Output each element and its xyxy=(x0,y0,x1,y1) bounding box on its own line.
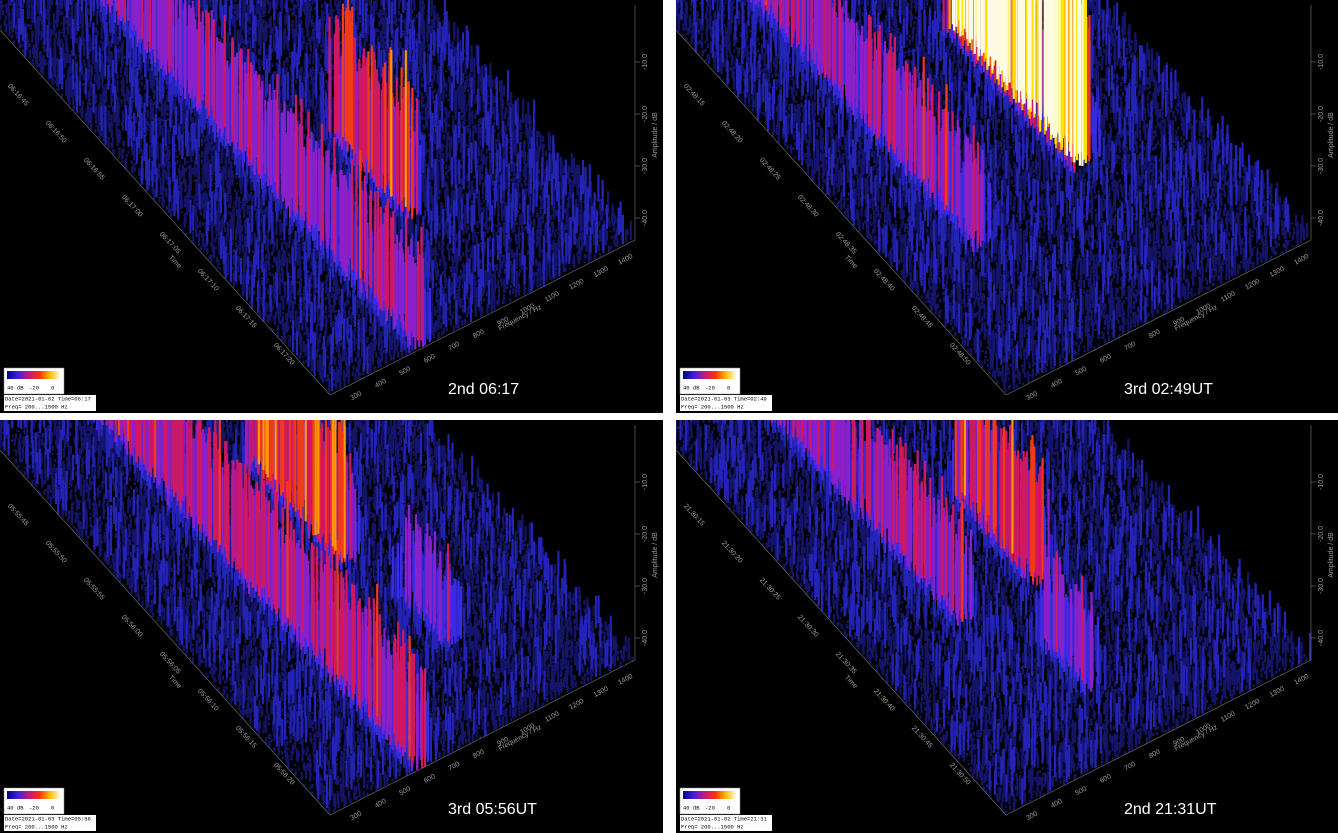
freq-tick-label: 800 xyxy=(1148,328,1162,340)
freq-tick-label: 500 xyxy=(1074,786,1088,798)
info-line: Date=2021-01-03 Time=05:56 xyxy=(5,815,91,822)
time-axis xyxy=(0,449,331,816)
info-line: Freq= 200...1500 Hz xyxy=(681,403,744,410)
freq-tick-label: 500 xyxy=(398,786,412,798)
panel: 21:30:1521:30:2021:30:2521:30:3021:30:35… xyxy=(676,420,1338,833)
freq-tick-label: 400 xyxy=(374,378,388,390)
freq-axis xyxy=(329,659,636,816)
legend-label: 0 xyxy=(51,384,54,391)
freq-tick-label: 400 xyxy=(1050,378,1064,390)
panel: 05:55:4505:55:5005:55:5505:56:0005:56:05… xyxy=(0,420,663,833)
amp-tick-label: -20.0 xyxy=(1318,526,1325,542)
info-line: Date=2021-01-03 Time=02:49 xyxy=(681,395,767,402)
freq-tick-label: 600 xyxy=(423,773,437,785)
amp-tick-label: -10.0 xyxy=(1318,54,1325,70)
freq-tick-label: 600 xyxy=(1099,773,1113,785)
legend-label: 40 dB xyxy=(683,804,700,811)
spectrum-spikes xyxy=(118,420,411,757)
freq-tick-label: 800 xyxy=(472,748,486,760)
info-line: Freq= 200...1500 Hz xyxy=(5,403,68,410)
info-box xyxy=(4,395,96,411)
amp-tick-label: -40.0 xyxy=(1318,630,1325,646)
legend-bar xyxy=(7,791,61,799)
amp-tick-label: -10.0 xyxy=(642,54,649,70)
freq-axis xyxy=(329,239,636,396)
freq-tick-label: 700 xyxy=(447,761,461,773)
spectrum-spikes xyxy=(954,420,1044,622)
freq-tick-label: 900 xyxy=(1172,316,1186,328)
freq-tick-label: 400 xyxy=(374,798,388,810)
legend-label: 40 dB xyxy=(7,804,24,811)
time-axis xyxy=(0,29,331,396)
amp-tick-label: -20.0 xyxy=(1318,106,1325,122)
amp-tick-label: -40.0 xyxy=(1318,210,1325,226)
freq-tick-label: 400 xyxy=(1050,798,1064,810)
legend-label: -20 xyxy=(29,804,39,811)
freq-tick-label: 900 xyxy=(496,316,510,328)
amp-tick-label: -30.0 xyxy=(642,578,649,594)
amp-tick-label: -20.0 xyxy=(642,106,649,122)
freq-tick-label: 900 xyxy=(1172,736,1186,748)
info-line: Freq= 200...1500 Hz xyxy=(5,823,68,830)
amp-tick-label: -30.0 xyxy=(1318,578,1325,594)
freq-tick-label: 500 xyxy=(1074,366,1088,378)
freq-axis xyxy=(1005,659,1312,816)
amp-tick-label: -10.0 xyxy=(1318,474,1325,490)
legend-label: -20 xyxy=(705,384,715,391)
amp-tick-label: -40.0 xyxy=(642,630,649,646)
freq-tick-label: 900 xyxy=(496,736,510,748)
amp-tick-label: -30.0 xyxy=(642,158,649,174)
spectrum-spikes xyxy=(390,50,407,207)
legend-label: 0 xyxy=(51,804,54,811)
panel: 06:16:4506:16:5006:16:5506:17:0006:17:05… xyxy=(0,0,663,413)
legend-bar xyxy=(683,791,737,799)
freq-tick-label: 700 xyxy=(1123,761,1137,773)
spectrum-spikes xyxy=(963,420,1014,554)
freq-tick-label: 300 xyxy=(349,810,363,822)
legend-label: -20 xyxy=(29,384,39,391)
caption: 3rd 02:49UT xyxy=(1124,381,1213,398)
freq-tick-label: 800 xyxy=(472,328,486,340)
legend-bar xyxy=(683,371,737,379)
freq-tick-label: 300 xyxy=(1025,390,1039,402)
freq-tick-label: 600 xyxy=(1099,353,1113,365)
freq-tick-label: 300 xyxy=(349,390,363,402)
time-axis xyxy=(676,449,1007,816)
amp-axis-label: Amplitude / dB xyxy=(652,112,659,158)
amp-axis-label: Amplitude / dB xyxy=(1328,532,1335,578)
info-box xyxy=(680,395,772,411)
freq-tick-label: 300 xyxy=(1025,810,1039,822)
info-box xyxy=(680,815,772,831)
amp-axis-label: Amplitude / dB xyxy=(652,532,659,578)
spectrum-spikes xyxy=(257,420,346,559)
freq-tick-label: 700 xyxy=(447,341,461,353)
freq-axis xyxy=(1005,239,1312,396)
freq-tick-label: 700 xyxy=(1123,341,1137,353)
info-box xyxy=(4,815,96,831)
legend-bar xyxy=(7,371,61,379)
caption: 3rd 05:56UT xyxy=(448,801,537,818)
caption: 2nd 06:17 xyxy=(448,381,519,398)
spectrum-spikes xyxy=(951,0,1084,166)
panel: 02:48:1502:48:2002:48:2502:48:3002:48:35… xyxy=(676,0,1338,413)
info-line: Date=2021-01-02 Time=06:17 xyxy=(5,395,91,402)
legend-label: 0 xyxy=(727,804,730,811)
amp-tick-label: -30.0 xyxy=(1318,158,1325,174)
legend-label: 40 dB xyxy=(683,384,700,391)
amp-tick-label: -20.0 xyxy=(642,526,649,542)
caption: 2nd 21:31UT xyxy=(1124,801,1217,818)
legend-label: -20 xyxy=(705,804,715,811)
info-line: Freq= 200...1500 Hz xyxy=(681,823,744,830)
freq-tick-label: 800 xyxy=(1148,748,1162,760)
amp-tick-label: -10.0 xyxy=(642,474,649,490)
time-axis xyxy=(676,29,1007,396)
legend-label: 40 dB xyxy=(7,384,24,391)
amp-axis-label: Amplitude / dB xyxy=(1328,112,1335,158)
legend-label: 0 xyxy=(727,384,730,391)
info-line: Date=2021-01-02 Time=21:31 xyxy=(681,815,768,822)
freq-tick-label: 600 xyxy=(423,353,437,365)
freq-tick-label: 500 xyxy=(398,366,412,378)
amp-tick-label: -40.0 xyxy=(642,210,649,226)
